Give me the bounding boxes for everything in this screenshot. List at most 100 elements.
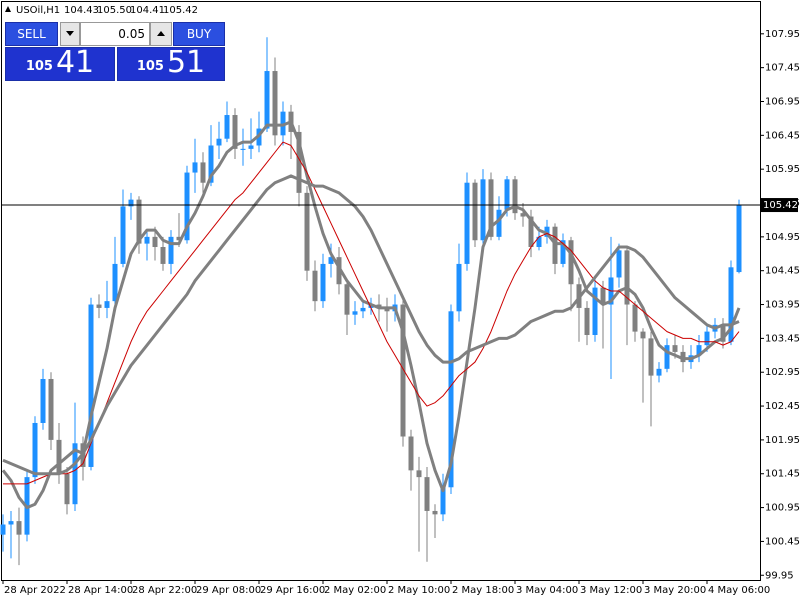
candle-body — [144, 236, 150, 244]
x-tick-label: 4 May 06:00 — [708, 585, 770, 596]
candle-body — [304, 192, 310, 271]
candle-body — [472, 182, 478, 241]
candle-body — [640, 331, 646, 339]
candle-body — [736, 205, 742, 273]
header-close: 105.42 — [163, 5, 198, 16]
candle-body — [408, 436, 414, 471]
lot-input[interactable]: 0.05 — [80, 22, 150, 46]
candle-body — [520, 213, 526, 217]
plot-frame — [1, 1, 761, 581]
candle-body — [464, 182, 470, 264]
candle-body — [400, 304, 406, 437]
candle-body — [168, 236, 174, 264]
candle-body — [616, 250, 622, 278]
y-tick-label: 99.95 — [765, 570, 794, 581]
candle-body — [720, 324, 726, 342]
candle-body — [600, 287, 606, 305]
collapse-arrow[interactable] — [5, 6, 11, 12]
candle-body — [544, 226, 550, 237]
y-tick-label: 107.45 — [765, 63, 800, 74]
x-tick-label: 2 May 02:00 — [324, 585, 386, 596]
current-price-label: 105.42 — [763, 200, 798, 211]
moving-average — [1, 120, 741, 510]
candle-body — [568, 240, 574, 285]
header-low: 104.41 — [130, 5, 165, 16]
candle-body — [448, 311, 454, 488]
candle-body — [8, 521, 14, 525]
moving-average — [2, 174, 740, 476]
ask-pips: 51 — [166, 45, 206, 80]
lot-down[interactable] — [60, 22, 80, 46]
y-tick-label: 104.45 — [765, 266, 800, 277]
candle-body — [328, 257, 334, 264]
candle-body — [624, 250, 630, 305]
candle-body — [208, 145, 214, 183]
candle-body — [64, 473, 70, 505]
y-tick-label: 106.95 — [765, 96, 800, 107]
candle-body — [232, 115, 238, 149]
candle-body — [496, 209, 502, 237]
candle-body — [376, 304, 382, 308]
header-high: 105.50 — [97, 5, 132, 16]
candle-body — [704, 331, 710, 346]
candle-body — [432, 510, 438, 515]
candle-body — [560, 240, 566, 264]
candle-body — [216, 138, 222, 146]
candle-body — [536, 236, 542, 248]
y-tick-label: 101.45 — [765, 469, 800, 480]
candle-body — [40, 378, 46, 423]
plot-area: 99.95 100.45 100.95 101.45 101.95 102.45 102.9… — [0, 29, 800, 596]
candle-body — [248, 145, 254, 149]
candle-body — [320, 263, 326, 302]
candle-body — [680, 351, 686, 363]
x-tick-label: 3 May 04:00 — [516, 585, 578, 596]
candle-body — [344, 284, 350, 315]
candle-body — [352, 311, 358, 315]
candle-body — [280, 111, 286, 136]
y-tick-label: 103.45 — [765, 333, 800, 344]
x-tick-label: 29 Apr 08:00 — [196, 585, 261, 596]
candle-body — [416, 470, 422, 478]
candle-body — [696, 345, 702, 356]
candle-body — [656, 368, 662, 376]
candle-body — [632, 304, 638, 332]
sell-button[interactable]: SELL — [5, 22, 58, 46]
candle-body — [336, 257, 342, 285]
y-tick-label: 107.95 — [765, 29, 800, 40]
candle-body — [360, 307, 366, 312]
y-tick-label: 100.95 — [765, 503, 800, 514]
ask-box[interactable]: 105 51 — [117, 47, 225, 81]
candle-body — [592, 287, 598, 335]
candle-body — [384, 307, 390, 312]
candle-body — [136, 199, 142, 244]
candle-body — [272, 71, 278, 136]
x-tick-label: 28 Apr 22:00 — [132, 585, 197, 596]
down-arrow — [66, 31, 74, 36]
candle-body — [48, 378, 54, 440]
candle-body — [480, 179, 486, 241]
candle-body — [176, 236, 182, 241]
candle-body — [312, 270, 318, 302]
x-tick-label: 3 May 12:00 — [580, 585, 642, 596]
lot-up[interactable] — [150, 22, 172, 46]
candle-body — [240, 148, 246, 150]
candle-body — [584, 307, 590, 335]
candle-body — [456, 263, 462, 312]
candle-body — [264, 71, 270, 129]
y-tick-label: 102.45 — [765, 401, 800, 412]
ask-prefix: 105 — [136, 59, 164, 74]
moving-average — [3, 141, 740, 485]
bid-box[interactable]: 105 41 — [5, 47, 115, 81]
x-tick-label: 3 May 20:00 — [644, 585, 706, 596]
candle-body — [424, 477, 430, 511]
buy-button[interactable]: BUY — [173, 22, 225, 46]
candle-body — [504, 179, 510, 210]
candle-body — [88, 304, 94, 467]
x-tick-label: 2 May 10:00 — [388, 585, 450, 596]
bid-pips: 41 — [55, 45, 95, 80]
candle-body — [128, 199, 134, 207]
candle-body — [488, 179, 494, 237]
candle-body — [160, 247, 166, 264]
symbol: USOil,H1 — [16, 5, 60, 16]
